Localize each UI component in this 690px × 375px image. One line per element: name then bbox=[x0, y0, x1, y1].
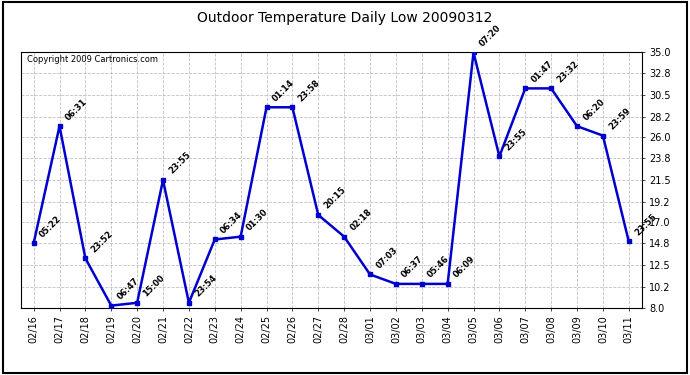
Text: 07:03: 07:03 bbox=[374, 245, 400, 270]
Text: 23:55: 23:55 bbox=[504, 127, 529, 152]
Text: 06:20: 06:20 bbox=[581, 97, 607, 122]
Text: 02:18: 02:18 bbox=[348, 207, 373, 232]
Text: 20:15: 20:15 bbox=[322, 186, 348, 211]
Text: Copyright 2009 Cartronics.com: Copyright 2009 Cartronics.com bbox=[27, 55, 158, 64]
Text: 23:52: 23:52 bbox=[90, 229, 115, 254]
Text: 23:58: 23:58 bbox=[297, 78, 322, 103]
Text: 06:31: 06:31 bbox=[63, 97, 89, 122]
Text: 23:55: 23:55 bbox=[167, 150, 193, 176]
Text: Outdoor Temperature Daily Low 20090312: Outdoor Temperature Daily Low 20090312 bbox=[197, 11, 493, 25]
Text: 06:34: 06:34 bbox=[219, 210, 244, 236]
Text: 05:22: 05:22 bbox=[38, 214, 63, 239]
Text: 23:55: 23:55 bbox=[633, 212, 658, 237]
Text: 23:59: 23:59 bbox=[607, 106, 632, 132]
Text: 01:30: 01:30 bbox=[245, 207, 270, 232]
Text: 01:14: 01:14 bbox=[270, 78, 296, 103]
Text: 06:09: 06:09 bbox=[452, 255, 477, 280]
Text: 15:00: 15:00 bbox=[141, 273, 166, 298]
Text: 05:46: 05:46 bbox=[426, 255, 451, 280]
Text: 01:47: 01:47 bbox=[529, 59, 555, 84]
Text: 07:20: 07:20 bbox=[477, 23, 503, 48]
Text: 23:32: 23:32 bbox=[555, 59, 580, 84]
Text: 06:47: 06:47 bbox=[115, 276, 141, 302]
Text: 06:37: 06:37 bbox=[400, 255, 425, 280]
Text: 23:54: 23:54 bbox=[193, 273, 218, 298]
